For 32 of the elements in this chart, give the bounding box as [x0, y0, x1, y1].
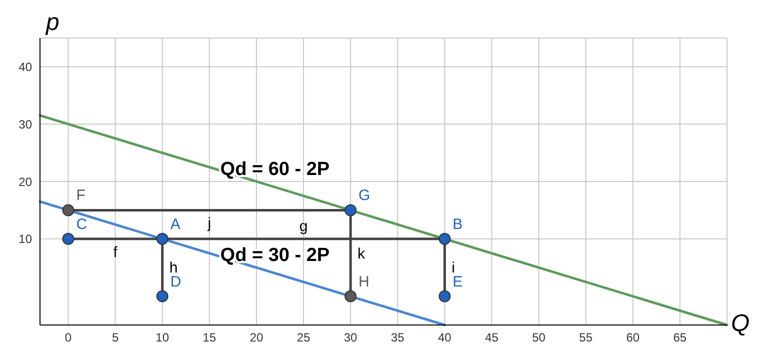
y-tick-label: 30 — [18, 117, 32, 132]
series-label: k — [358, 245, 366, 262]
y-tick-label: 40 — [18, 60, 32, 74]
x-tick-label: 60 — [626, 330, 640, 345]
x-tick-label: 50 — [532, 330, 546, 345]
data-label: B — [452, 216, 463, 233]
x-tick-label: 55 — [579, 330, 593, 345]
x-tick-label: 5 — [112, 330, 119, 345]
series-label: i — [452, 260, 456, 277]
y-axis-title: p — [45, 9, 60, 36]
x-tick-label: 45 — [485, 330, 499, 345]
x-tick-label: 40 — [438, 330, 452, 345]
x-tick-label: 25 — [296, 330, 310, 345]
x-axis-title: Q — [731, 310, 750, 337]
data-label: F — [76, 187, 86, 204]
x-tick-label: 15 — [202, 330, 216, 345]
x-tick-label: 65 — [673, 330, 687, 345]
series-label: j — [206, 215, 212, 232]
data-label: G — [358, 187, 370, 204]
series-label: f — [113, 244, 118, 261]
x-tick-label: 35 — [390, 330, 405, 345]
x-tick-label: 30 — [344, 330, 358, 345]
x-tick-label: 0 — [64, 330, 72, 345]
data-label: A — [170, 216, 180, 233]
data-label: H — [358, 273, 370, 290]
y-tick-label: 20 — [18, 174, 32, 189]
x-tick-label: 20 — [250, 330, 264, 345]
data-label: E — [452, 273, 463, 290]
x-tick-label: 10 — [156, 330, 170, 345]
series-label: g — [299, 218, 308, 235]
y-tick-label: 10 — [18, 232, 32, 246]
data-label: C — [76, 216, 88, 233]
